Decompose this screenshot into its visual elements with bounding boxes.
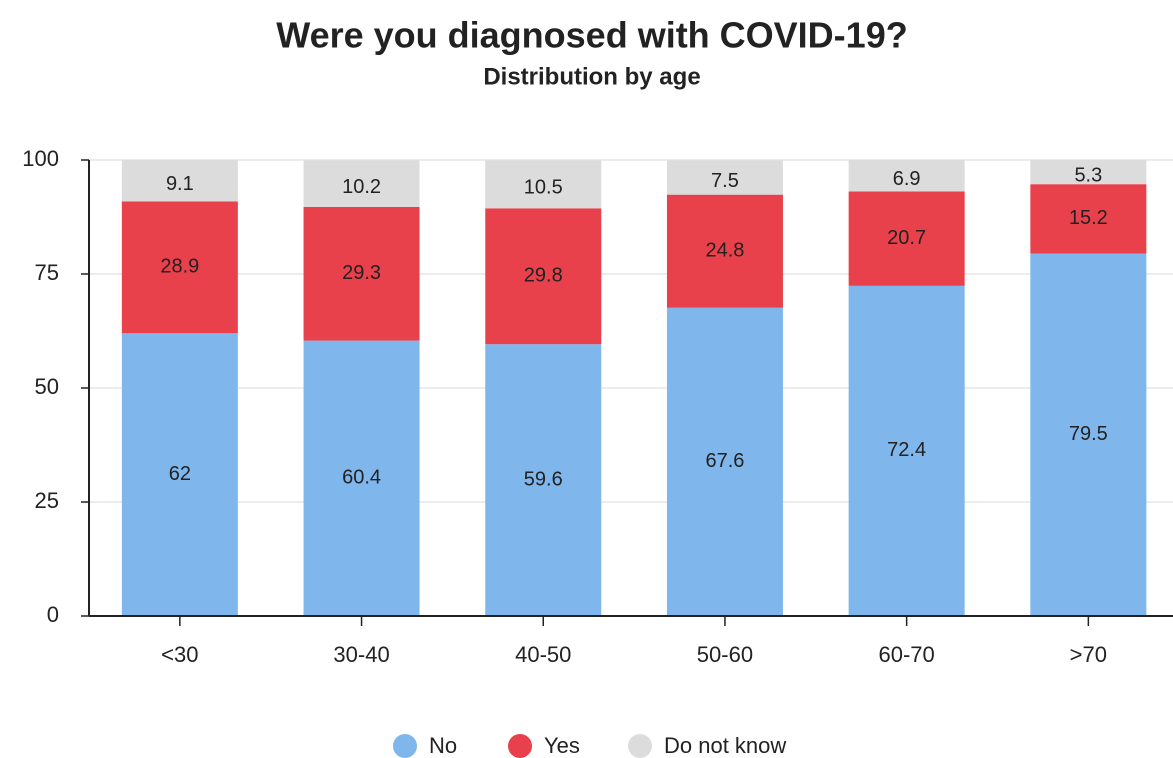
bar-segment bbox=[121, 201, 238, 334]
bar-segment bbox=[848, 191, 965, 286]
y-tick-label: 100 bbox=[22, 146, 59, 171]
bar-segment bbox=[666, 160, 783, 195]
bar-segment bbox=[1030, 184, 1147, 254]
legend-label: Yes bbox=[544, 733, 580, 758]
bar-segment bbox=[1030, 160, 1147, 185]
bar-segment bbox=[666, 194, 783, 308]
x-tick-label: 60-70 bbox=[879, 642, 935, 667]
data-label: 24.8 bbox=[705, 239, 744, 261]
chart-subtitle: Distribution by age bbox=[483, 63, 700, 90]
y-tick-label: 0 bbox=[47, 602, 59, 627]
data-label: 29.8 bbox=[524, 265, 563, 287]
data-label: 20.7 bbox=[887, 227, 926, 249]
data-label: 67.6 bbox=[705, 450, 744, 472]
bar-segment bbox=[485, 208, 602, 345]
bar-segment bbox=[485, 160, 602, 209]
data-label: 28.9 bbox=[160, 256, 199, 278]
bar-segment bbox=[303, 340, 420, 616]
data-label: 6.9 bbox=[893, 168, 921, 190]
legend-label: No bbox=[429, 733, 457, 758]
data-label: 15.2 bbox=[1069, 207, 1108, 229]
y-tick-label: 25 bbox=[35, 488, 59, 513]
x-tick-label: <30 bbox=[161, 642, 198, 667]
bar-segment bbox=[303, 206, 420, 341]
x-tick-label: 30-40 bbox=[333, 642, 389, 667]
data-label: 7.5 bbox=[711, 170, 739, 192]
bar-segment bbox=[121, 160, 238, 202]
bar-segment bbox=[848, 285, 965, 616]
bar-segment bbox=[485, 344, 602, 616]
chart-title: Were you diagnosed with COVID-19? bbox=[276, 15, 907, 56]
bar-segment bbox=[303, 160, 420, 207]
data-label: 9.1 bbox=[166, 173, 194, 195]
legend-swatch bbox=[628, 734, 652, 758]
x-tick-label: 50-60 bbox=[697, 642, 753, 667]
y-tick-label: 75 bbox=[35, 260, 59, 285]
data-label: 60.4 bbox=[342, 467, 381, 489]
legend-swatch bbox=[508, 734, 532, 758]
data-label: 29.3 bbox=[342, 262, 381, 284]
data-label: 10.5 bbox=[524, 177, 563, 199]
bar-segment bbox=[848, 160, 965, 192]
data-label: 5.3 bbox=[1074, 164, 1102, 186]
y-tick-label: 50 bbox=[35, 374, 59, 399]
x-tick-label: >70 bbox=[1070, 642, 1107, 667]
legend-label: Do not know bbox=[664, 733, 786, 758]
data-label: 10.2 bbox=[342, 176, 381, 198]
x-tick-label: 40-50 bbox=[515, 642, 571, 667]
data-label: 59.6 bbox=[524, 468, 563, 490]
data-label: 62 bbox=[169, 463, 191, 485]
data-label: 79.5 bbox=[1069, 423, 1108, 445]
data-label: 72.4 bbox=[887, 439, 926, 461]
legend-swatch bbox=[393, 734, 417, 758]
bar-segment bbox=[1030, 253, 1147, 617]
bar-segment bbox=[666, 307, 783, 616]
bar-segment bbox=[121, 333, 238, 616]
